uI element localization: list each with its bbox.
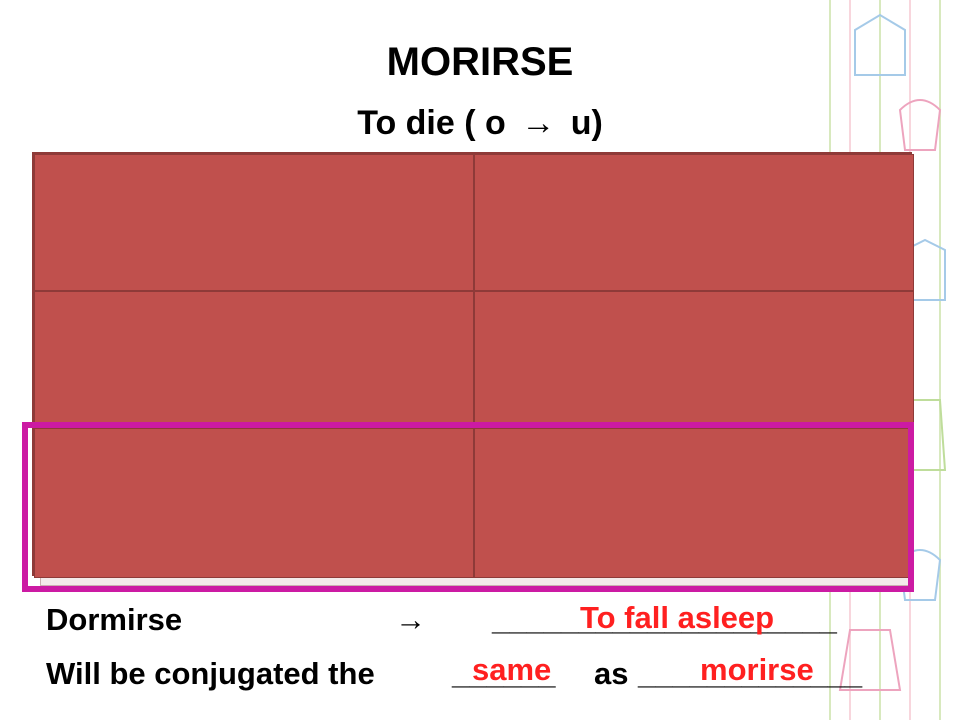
table-cell [474,154,914,291]
as-label: as [594,656,629,691]
answer-same: same [472,652,552,687]
arrow-right-icon: → [395,602,426,637]
table-cell [474,428,914,578]
answer-morirse: morirse [700,652,814,687]
subtitle-right: u) [570,104,603,142]
answer-blank: ____________________ [492,602,837,637]
table-cell [34,154,474,291]
conjugation-sentence: Will be conjugated the [46,656,375,691]
answer-blank: _____________ [638,656,863,691]
slide-subtitle: To die ( o → u) [0,104,960,143]
table-cell [34,291,474,428]
table-cell [34,428,474,578]
conjugation-table [32,152,914,578]
table-cell [474,291,914,428]
subtitle-left: To die ( o [357,104,506,142]
slide-title: MORIRSE [386,40,574,84]
highlight-box [22,422,914,592]
dormirse-label: Dormirse [46,602,183,637]
arrow-right-icon: → [521,104,556,142]
answer-to-fall-asleep: To fall asleep [580,600,775,635]
answer-blank: ______ [452,656,556,691]
